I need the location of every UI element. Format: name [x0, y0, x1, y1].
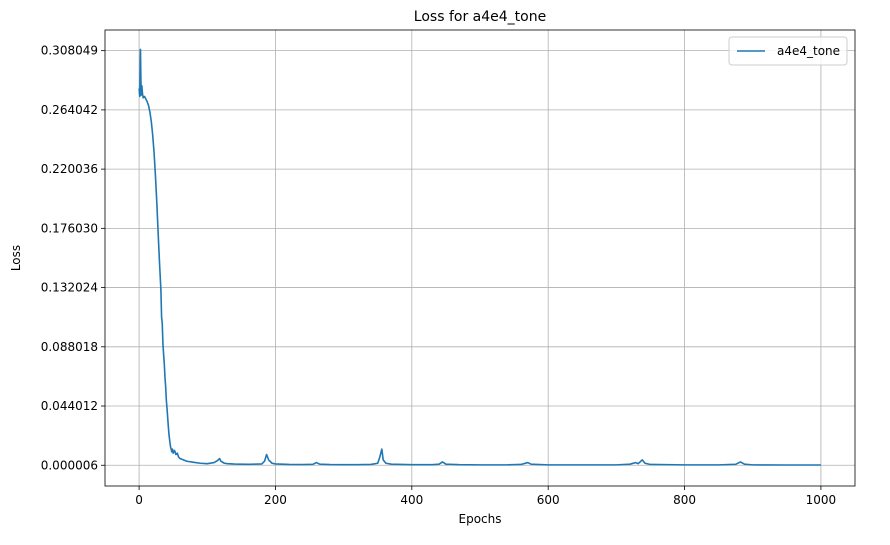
- x-tick-label: 200: [264, 493, 287, 507]
- y-tick-label: 0.220036: [41, 162, 98, 176]
- series-layer: [138, 48, 821, 466]
- x-tick-label: 1000: [806, 493, 837, 507]
- y-tick-label: 0.264042: [41, 103, 98, 117]
- legend: a4e4_tone: [728, 36, 848, 66]
- x-tick-label: 800: [673, 493, 696, 507]
- plot-frame: [104, 29, 856, 487]
- y-tick-label: 0.308049: [41, 44, 98, 58]
- series-line-a4e4_tone: [138, 48, 821, 466]
- axes: 0 200 400 600 800 1000 0.000006 0.044012 0.08801…: [41, 29, 856, 507]
- y-axis-title: Loss: [9, 245, 23, 271]
- y-tick-label: 0.176030: [41, 221, 98, 235]
- grid: [105, 30, 855, 486]
- y-tick-label: 0.000006: [41, 458, 98, 472]
- y-tick-label: 0.088018: [41, 340, 98, 354]
- x-axis-title: Epochs: [459, 512, 502, 526]
- legend-box: [728, 36, 848, 66]
- legend-label: a4e4_tone: [777, 44, 840, 58]
- y-tick-label: 0.044012: [41, 399, 98, 413]
- x-tick-label: 600: [537, 493, 560, 507]
- x-tick-label: 400: [400, 493, 423, 507]
- x-tick-label: 0: [135, 493, 143, 507]
- chart-title: Loss for a4e4_tone: [414, 9, 546, 25]
- y-tick-label: 0.132024: [41, 281, 98, 295]
